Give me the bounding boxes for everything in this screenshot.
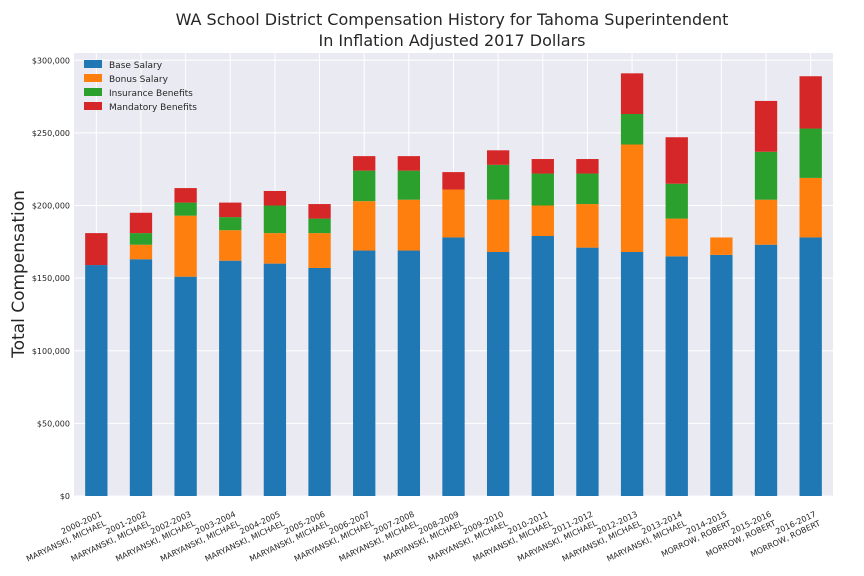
bar-segment	[85, 233, 108, 266]
bar-segment	[486, 251, 510, 496]
bar-segment	[397, 199, 421, 251]
bar-segment	[576, 204, 599, 248]
bar-segment	[799, 177, 822, 238]
bar-segment	[263, 205, 287, 234]
bar-segment	[129, 259, 153, 496]
legend-label: Base Salary	[109, 61, 163, 71]
bar-segment	[353, 201, 376, 251]
bar-segment	[219, 230, 242, 261]
legend: Base Salary Bonus Salary Insurance Benefit…	[84, 60, 197, 113]
bar-segment	[397, 170, 421, 200]
bar-segment	[174, 188, 197, 203]
bar-segment	[665, 256, 688, 496]
bar-segment	[174, 202, 197, 216]
bar-segment	[710, 237, 733, 255]
bar-segment	[174, 215, 197, 277]
bar-segment	[620, 144, 644, 252]
bar-segment	[799, 237, 822, 497]
bar-segment	[263, 263, 287, 496]
bar-segment	[219, 260, 242, 496]
bar-segment	[620, 73, 644, 115]
y-tick-label: $200,000	[32, 202, 70, 211]
y-tick-label: $150,000	[32, 274, 70, 283]
bar-segment	[531, 173, 554, 206]
bars	[85, 73, 822, 497]
legend-swatch	[84, 88, 102, 96]
legend-swatch	[84, 74, 102, 82]
bar-segment	[665, 137, 688, 184]
bar-segment	[353, 250, 376, 496]
chart-subtitle: In Inflation Adjusted 2017 Dollars	[318, 31, 585, 50]
bar-segment	[308, 233, 331, 268]
bar-segment	[219, 202, 242, 218]
bar-segment	[174, 276, 197, 496]
bar-segment	[665, 218, 688, 257]
y-axis-ticks: $0 $50,000 $100,000 $150,000 $200,000 $250,00…	[32, 56, 70, 501]
y-tick-label: $50,000	[37, 419, 70, 428]
bar-segment	[531, 159, 554, 174]
bar-segment	[442, 172, 465, 190]
bar-segment	[263, 233, 287, 264]
y-tick-label: $0	[60, 492, 70, 501]
bar-segment	[754, 199, 778, 245]
bar-segment	[353, 170, 376, 202]
y-tick-label: $100,000	[32, 347, 70, 356]
bar-segment	[308, 204, 331, 219]
bar-segment	[620, 251, 644, 496]
chart-title: WA School District Compensation History …	[176, 10, 729, 29]
bar-segment	[665, 183, 688, 219]
bar-segment	[531, 236, 554, 497]
legend-label: Insurance Benefits	[109, 89, 193, 99]
bar-segment	[308, 218, 331, 234]
bar-segment	[486, 199, 510, 252]
bar-segment	[219, 217, 242, 231]
bar-segment	[576, 173, 599, 205]
bar-segment	[129, 233, 153, 245]
bar-segment	[620, 114, 644, 145]
bar-segment	[799, 128, 822, 178]
bar-segment	[576, 247, 599, 496]
bar-segment	[397, 250, 421, 496]
legend-swatch	[84, 60, 102, 68]
legend-swatch	[84, 102, 102, 110]
bar-segment	[754, 100, 778, 152]
bar-segment	[442, 189, 465, 238]
bar-segment	[129, 212, 153, 234]
bar-segment	[442, 237, 465, 497]
bar-segment	[129, 244, 153, 260]
bar-segment	[263, 190, 287, 206]
bar-segment	[353, 156, 376, 171]
bar-segment	[799, 76, 822, 129]
y-axis-label: Total Compensation	[9, 190, 29, 359]
bar-segment	[308, 267, 331, 496]
bar-segment	[85, 265, 108, 496]
bar-segment	[397, 156, 421, 171]
y-tick-label: $300,000	[32, 56, 70, 65]
bar-segment	[486, 164, 510, 200]
bar-segment	[754, 151, 778, 200]
bar-segment	[754, 244, 778, 496]
bar-segment	[576, 159, 599, 174]
bar-segment	[531, 205, 554, 237]
legend-label: Mandatory Benefits	[109, 103, 197, 113]
legend-label: Bonus Salary	[109, 75, 169, 85]
bar-segment	[710, 254, 733, 496]
y-tick-label: $250,000	[32, 129, 70, 138]
bar-segment	[486, 150, 510, 165]
